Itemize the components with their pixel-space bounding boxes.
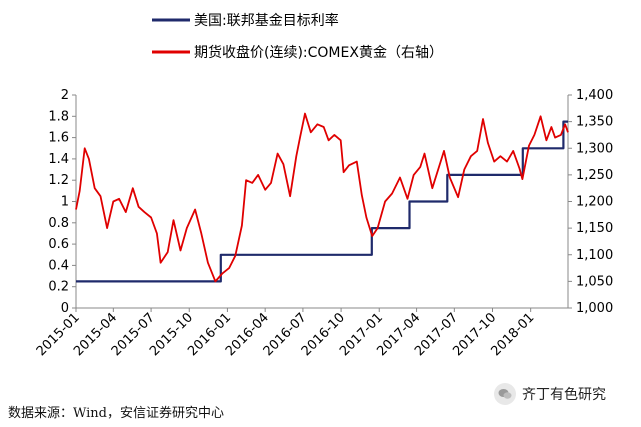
y-left-tick-label: 1.6 (48, 131, 69, 146)
y-left-tick-label: 0.4 (48, 258, 69, 273)
source-note: 数据来源：Wind，安信证券研究中心 (8, 406, 224, 421)
y-right-tick-label: 1,050 (576, 274, 613, 289)
legend-label-comex-gold: 期货收盘价(连续):COMEX黄金（右轴） (194, 44, 443, 61)
series-line-fed-rate (76, 120, 568, 283)
y-right-tick-label: 1,350 (576, 115, 613, 130)
y-right-tick-label: 1,000 (576, 301, 613, 316)
y-left-tick-label: 1.2 (48, 173, 69, 188)
y-right-tick-label: 1,400 (576, 88, 613, 103)
series (75, 112, 569, 283)
y-right-tick-label: 1,300 (576, 141, 613, 156)
y-left-tick-label: 2 (61, 88, 69, 103)
y-left-tick-label: 0.6 (48, 237, 69, 252)
axes: 0 0.2 0.4 0.6 0.8 1 1.2 1.4 1.6 1.8 2 1,000 1,050 1,1… (34, 88, 613, 359)
y-left-tick-label: 0 (61, 301, 69, 316)
y-right-tick-label: 1,200 (576, 195, 613, 210)
wechat-icon (494, 383, 516, 405)
watermark: 齐丁有色研究 (494, 383, 606, 405)
y-left-tick-label: 0.8 (48, 216, 69, 231)
watermark-text: 齐丁有色研究 (522, 387, 606, 403)
y-left-tick-label: 0.2 (48, 280, 69, 295)
legend: 美国:联邦基金目标利率 期货收盘价(连续):COMEX黄金（右轴） (152, 12, 443, 61)
legend-label-fed-rate: 美国:联邦基金目标利率 (194, 12, 339, 29)
y-left-tick-label: 1.4 (48, 152, 69, 167)
y-right-tick-label: 1,100 (576, 248, 613, 263)
y-right-tick-label: 1,150 (576, 221, 613, 236)
y-right-tick-label: 1,250 (576, 168, 613, 183)
y-left-tick-label: 1 (61, 195, 69, 210)
series-line-comex-gold (75, 112, 569, 283)
y-left-tick-label: 1.8 (48, 109, 69, 124)
